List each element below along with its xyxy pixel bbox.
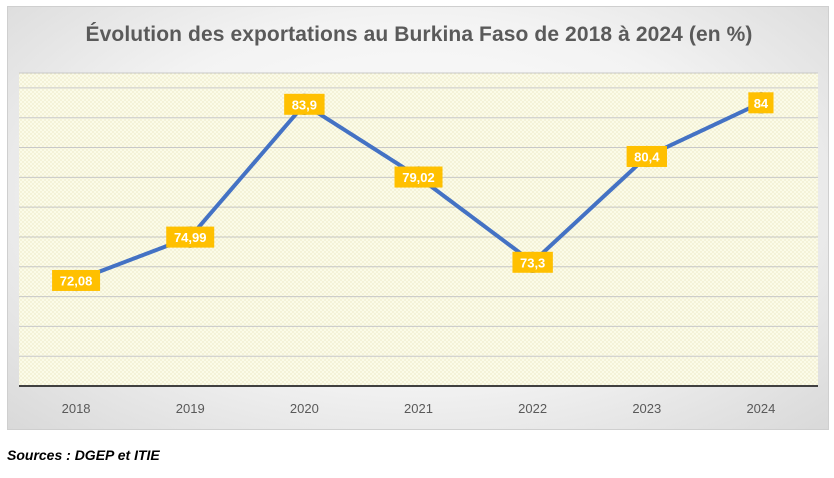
data-label-bg bbox=[52, 269, 101, 291]
sources-note: Sources : DGEP et ITIE bbox=[7, 447, 160, 463]
x-tick-label: 2023 bbox=[632, 401, 661, 416]
line-chart: 2018 2019 2020 2021 2022 2023 2024 72,08 74,99 83… bbox=[19, 72, 818, 416]
data-label-bg bbox=[394, 166, 443, 188]
data-label-bg bbox=[166, 226, 215, 248]
x-tick-label: 2024 bbox=[746, 401, 775, 416]
data-label: 72,08 bbox=[60, 273, 93, 288]
x-tick-label: 2019 bbox=[176, 401, 205, 416]
data-label: 73,3 bbox=[520, 255, 545, 270]
data-label: 80,4 bbox=[634, 149, 660, 164]
data-label: 84 bbox=[754, 96, 769, 111]
data-label: 83,9 bbox=[292, 97, 317, 112]
data-label-bg bbox=[512, 251, 553, 273]
data-label: 74,99 bbox=[174, 230, 207, 245]
data-label-bg bbox=[748, 92, 774, 114]
x-tick-label: 2018 bbox=[62, 401, 91, 416]
plot-area bbox=[19, 73, 818, 386]
x-tick-label: 2022 bbox=[518, 401, 547, 416]
x-tick-label: 2021 bbox=[404, 401, 433, 416]
data-label-bg bbox=[284, 93, 325, 115]
chart-frame: Évolution des exportations au Burkina Fa… bbox=[7, 6, 829, 430]
chart-title: Évolution des exportations au Burkina Fa… bbox=[85, 23, 753, 46]
data-label: 79,02 bbox=[402, 170, 435, 185]
data-label-bg bbox=[626, 145, 667, 167]
x-tick-label: 2020 bbox=[290, 401, 319, 416]
